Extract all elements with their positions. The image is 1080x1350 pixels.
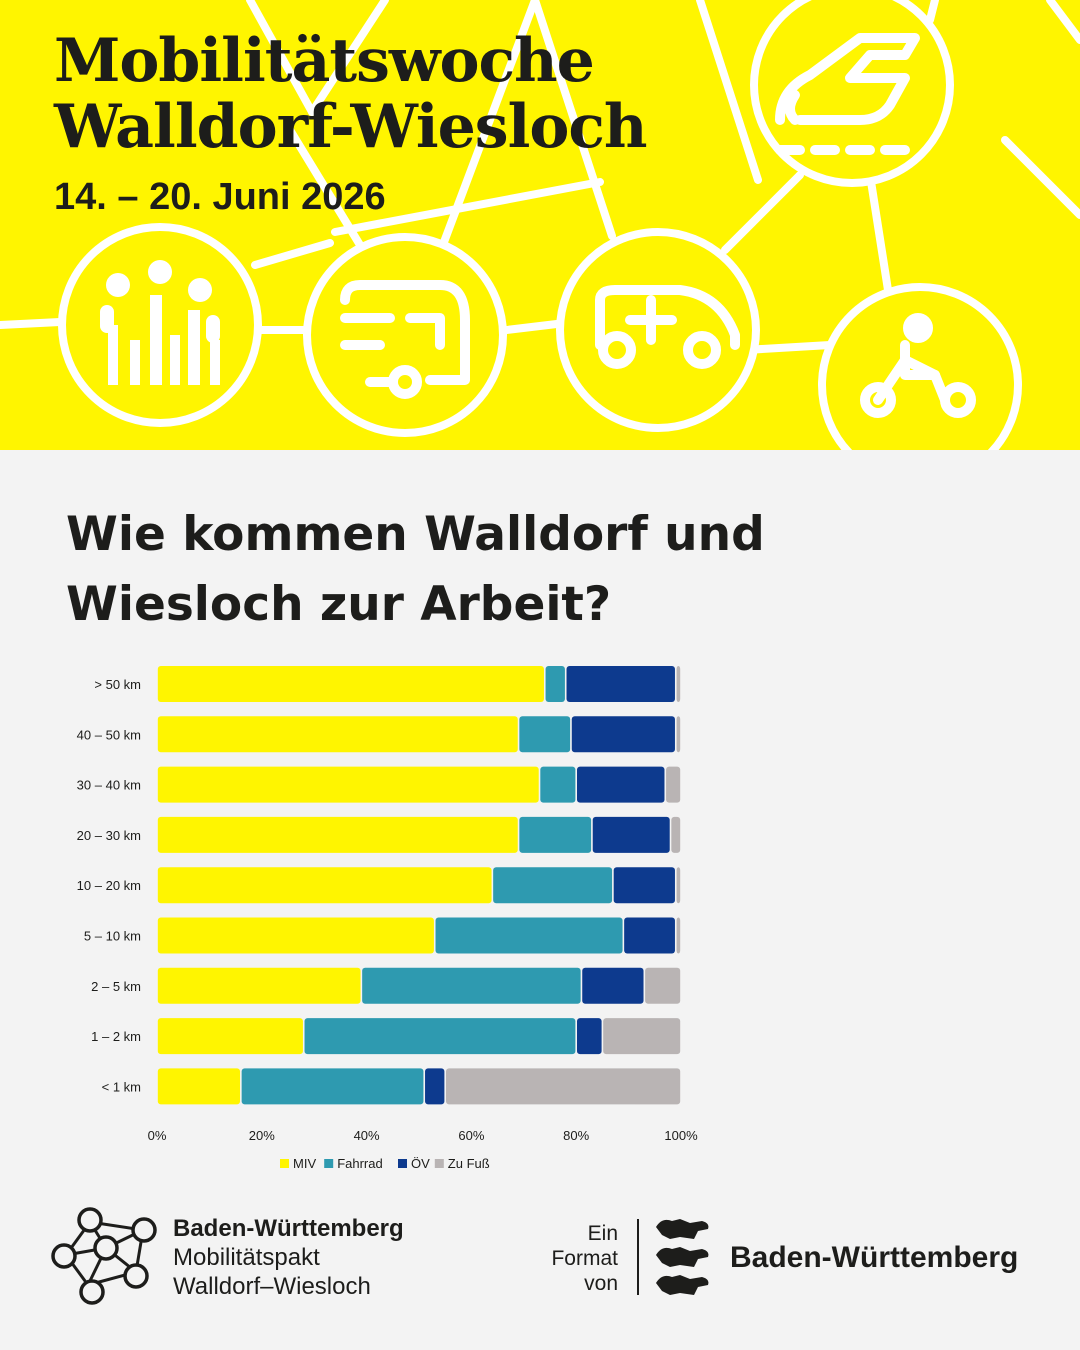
legend-swatch xyxy=(280,1159,289,1168)
network-logo-icon xyxy=(51,1207,157,1305)
bar-segment-öv-5 xyxy=(624,917,675,954)
bar-segment-fahrrad-7 xyxy=(304,1018,576,1055)
legend-label: Fahrrad xyxy=(337,1156,383,1171)
chart-y-labels: > 50 km 40 – 50 km 30 – 40 km 20 – 30 km 10 … xyxy=(77,677,141,1094)
y-tick-label: 5 – 10 km xyxy=(84,929,141,944)
chart-question: Wie kommen Walldorf und Wiesloch zur Arb… xyxy=(66,500,765,640)
bar-segment-miv-2 xyxy=(157,766,539,803)
x-tick-label: 60% xyxy=(458,1128,484,1143)
y-tick-label: > 50 km xyxy=(94,677,141,692)
format-von-line2: Format xyxy=(551,1247,618,1270)
bar-segment-fahrrad-3 xyxy=(519,816,592,853)
bar-segment-öv-4 xyxy=(613,867,675,904)
bar-segment-zu-fuß-2 xyxy=(666,766,681,803)
bar-segment-öv-2 xyxy=(577,766,665,803)
bicycle-icon xyxy=(860,313,976,418)
bar-segment-öv-7 xyxy=(577,1018,602,1055)
y-tick-label: 40 – 50 km xyxy=(77,727,141,742)
x-tick-label: 40% xyxy=(354,1128,380,1143)
x-tick-label: 0% xyxy=(148,1128,167,1143)
y-tick-label: 20 – 30 km xyxy=(77,828,141,843)
bar-segment-zu-fuß-0 xyxy=(676,666,681,702)
format-von-line1: Ein xyxy=(587,1222,618,1245)
bar-segment-öv-6 xyxy=(582,967,644,1004)
event-date: 14. – 20. Juni 2026 xyxy=(54,176,386,218)
bar-segment-fahrrad-2 xyxy=(540,766,576,803)
event-title: Mobilitätswoche Walldorf-Wiesloch xyxy=(54,26,648,162)
footer-left-text: Baden-Württemberg Mobilitätspakt Walldor… xyxy=(173,1214,404,1301)
bar-segment-zu-fuß-7 xyxy=(603,1018,681,1055)
legend-label: Zu Fuß xyxy=(448,1156,490,1171)
chart-x-ticks: 0% 20% 40% 60% 80% 100% xyxy=(148,1128,698,1143)
bar-segment-öv-3 xyxy=(592,816,670,853)
bar-segment-miv-3 xyxy=(157,816,518,853)
event-title-line2: Walldorf-Wiesloch xyxy=(54,92,648,162)
bar-segment-fahrrad-8 xyxy=(241,1068,424,1105)
bar-segment-zu-fuß-5 xyxy=(676,917,681,954)
header-banner: Mobilitätswoche Walldorf-Wiesloch 14. – … xyxy=(0,0,1080,450)
footer-divider xyxy=(637,1219,639,1295)
people-icon xyxy=(100,260,220,385)
bar-segment-fahrrad-6 xyxy=(362,967,581,1004)
three-lions-icon xyxy=(656,1219,709,1295)
footer-left-line1: Baden-Württemberg xyxy=(173,1215,404,1242)
question-line1: Wie kommen Walldorf und xyxy=(66,507,765,562)
y-tick-label: 30 – 40 km xyxy=(77,778,141,793)
legend-swatch xyxy=(434,1159,444,1168)
footer-left-line2: Mobilitätspakt xyxy=(173,1244,320,1271)
y-tick-label: 1 – 2 km xyxy=(91,1029,141,1044)
chart-bars xyxy=(157,666,681,1105)
x-tick-label: 20% xyxy=(249,1128,275,1143)
bar-segment-zu-fuß-6 xyxy=(645,967,681,1004)
footer-mobilitaetspakt: Baden-Württemberg Mobilitätspakt Walldor… xyxy=(48,1200,448,1310)
x-tick-label: 100% xyxy=(664,1128,698,1143)
bar-segment-fahrrad-0 xyxy=(545,666,565,702)
bar-segment-fahrrad-5 xyxy=(435,917,623,954)
format-von-line3: von xyxy=(584,1272,618,1295)
legend-swatch xyxy=(324,1159,334,1168)
bar-segment-miv-6 xyxy=(157,967,361,1004)
footer-left-line3: Walldorf–Wiesloch xyxy=(173,1273,371,1300)
x-tick-label: 80% xyxy=(563,1128,589,1143)
bar-segment-miv-7 xyxy=(157,1018,303,1055)
event-title-line1: Mobilitätswoche xyxy=(54,26,595,96)
bus-icon xyxy=(340,280,470,399)
footer-format-von: Ein Format von Baden-Württemberg xyxy=(520,1215,1060,1305)
legend-swatch xyxy=(398,1159,407,1168)
format-von-text: Ein Format von xyxy=(520,1221,618,1296)
train-icon xyxy=(775,33,920,155)
bar-segment-zu-fuß-3 xyxy=(671,816,681,853)
bar-segment-fahrrad-1 xyxy=(519,716,571,753)
y-tick-label: 10 – 20 km xyxy=(77,878,141,893)
chart-legend: MIV Fahrrad ÖV Zu Fuß xyxy=(280,1156,490,1171)
y-tick-label: 2 – 5 km xyxy=(91,979,141,994)
bar-segment-miv-8 xyxy=(157,1068,241,1105)
bar-segment-miv-0 xyxy=(157,666,544,702)
bar-segment-öv-8 xyxy=(425,1068,445,1105)
bar-segment-öv-0 xyxy=(566,666,675,702)
bar-segment-zu-fuß-4 xyxy=(676,867,681,904)
bar-segment-miv-4 xyxy=(157,867,492,904)
bar-segment-miv-1 xyxy=(157,716,518,753)
car-icon xyxy=(595,285,740,369)
y-tick-label: < 1 km xyxy=(102,1079,141,1094)
bar-segment-zu-fuß-8 xyxy=(446,1068,681,1105)
legend-label: ÖV xyxy=(411,1156,430,1171)
bar-segment-öv-1 xyxy=(571,716,675,753)
stacked-bar-chart: > 50 km 40 – 50 km 30 – 40 km 20 – 30 km 10 … xyxy=(77,666,698,1171)
question-line2: Wiesloch zur Arbeit? xyxy=(66,577,612,632)
bar-segment-fahrrad-4 xyxy=(493,867,613,904)
bar-segment-zu-fuß-1 xyxy=(676,716,681,753)
icons-layer xyxy=(100,33,976,418)
bar-segment-miv-5 xyxy=(157,917,434,954)
legend-label: MIV xyxy=(293,1156,316,1171)
bw-brand-name: Baden-Württemberg xyxy=(730,1241,1019,1274)
